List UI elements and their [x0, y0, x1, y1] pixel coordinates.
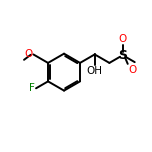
Text: O: O — [24, 49, 33, 59]
Text: O: O — [119, 34, 127, 44]
Text: O: O — [128, 65, 137, 75]
Text: F: F — [29, 83, 35, 93]
Text: S: S — [118, 49, 127, 62]
Text: OH: OH — [87, 66, 103, 76]
